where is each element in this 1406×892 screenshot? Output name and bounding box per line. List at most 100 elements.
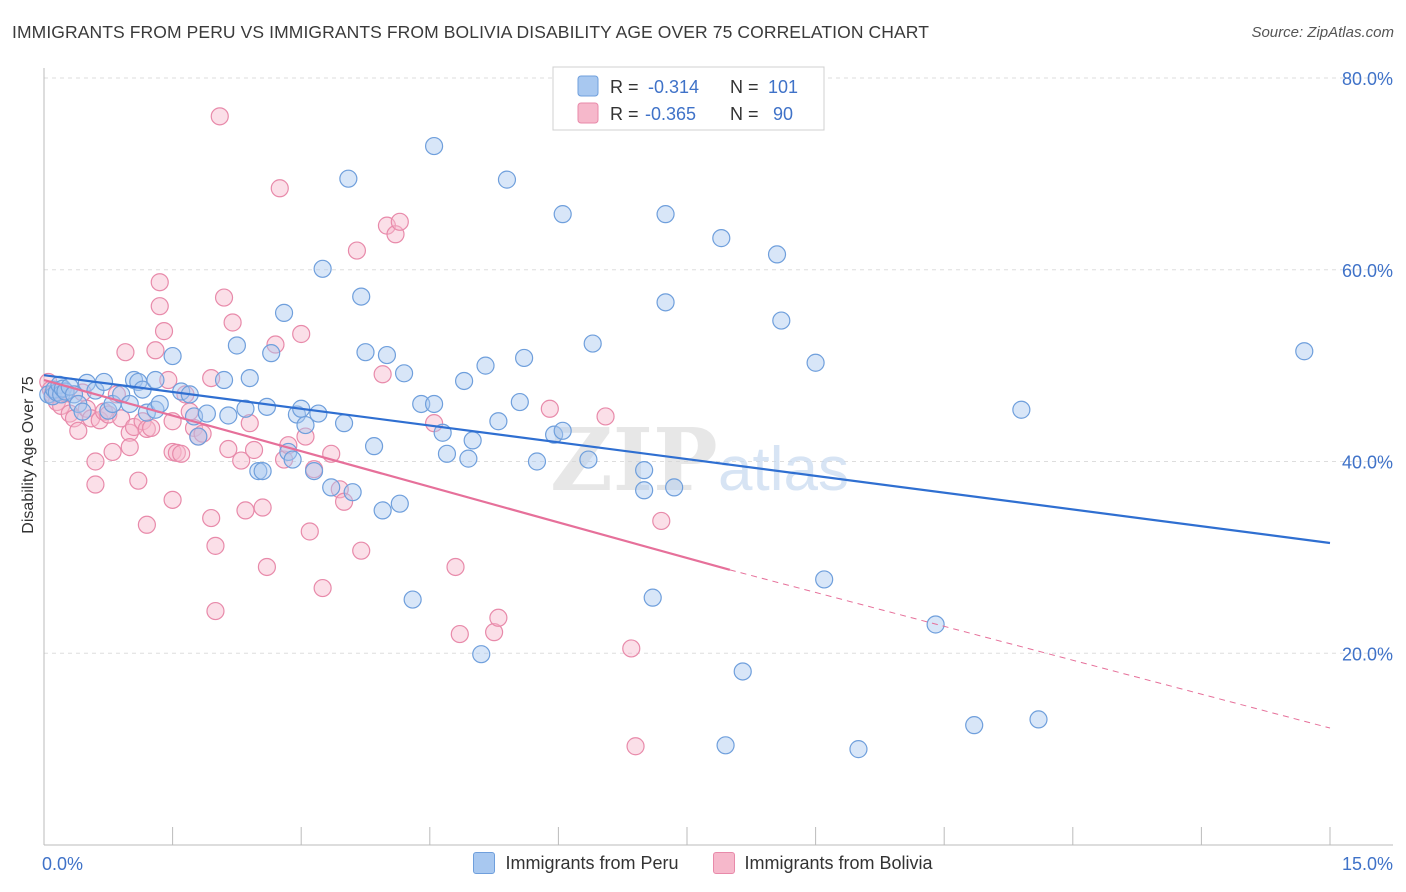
peru-point [364, 437, 384, 456]
bolivia-point [206, 536, 225, 555]
legend-peru-n-value: 101 [768, 77, 798, 97]
peru-point [146, 370, 165, 390]
peru-point [806, 353, 825, 372]
bolivia-point [116, 343, 135, 362]
bolivia-point [137, 515, 156, 534]
peru-point [214, 370, 234, 390]
peru-point [716, 736, 735, 755]
bolivia-point [540, 399, 559, 418]
axes [43, 68, 1393, 846]
peru-point [343, 483, 362, 502]
bolivia-point [129, 471, 148, 490]
bolivia-point [257, 557, 277, 577]
bolivia-point [103, 442, 122, 462]
peru-point [296, 415, 315, 435]
bolivia-trend-line [43, 378, 731, 571]
peru-point [553, 205, 572, 224]
peru-point [394, 364, 414, 383]
peru-point [424, 136, 444, 156]
bolivia-point [390, 212, 409, 231]
peru-point [656, 205, 675, 224]
trend-lines [43, 374, 1331, 729]
bolivia-point [485, 623, 504, 642]
y-tick-label: 60.0% [1342, 261, 1393, 281]
peru-point [322, 478, 341, 497]
x-tick-label-min: 0.0% [42, 854, 83, 874]
peru-point [437, 444, 457, 463]
peru-point [73, 402, 92, 421]
peru-point [643, 588, 662, 607]
peru-point [1295, 342, 1314, 361]
legend-item-bolivia: Immigrants from Bolivia [712, 852, 933, 874]
bolivia-point [206, 601, 225, 621]
legend-bolivia-n-value: 90 [773, 104, 793, 124]
peru-point [545, 425, 564, 444]
y-axis-label: Disability Age Over 75 [20, 376, 37, 534]
bolivia-point [120, 438, 139, 457]
x-tick-label-max: 15.0% [1342, 854, 1393, 874]
peru-point [309, 404, 328, 423]
bolivia-point [626, 737, 645, 756]
bolivia-point [240, 414, 259, 433]
peru-point [476, 356, 495, 375]
legend-peru-r-label: R = [610, 77, 639, 97]
legend-bolivia-r-value: -0.365 [645, 104, 696, 124]
peru-point [356, 343, 375, 362]
peru-point [403, 590, 422, 609]
peru-point [515, 348, 534, 368]
peru-point [236, 399, 255, 418]
peru-point [253, 461, 272, 481]
peru-point [772, 311, 791, 330]
peru-point [665, 478, 684, 497]
peru-point [1029, 710, 1048, 729]
bolivia-point [154, 322, 174, 341]
bolivia-point [163, 490, 182, 509]
peru-point [257, 397, 277, 416]
bolivia-point [270, 179, 289, 198]
chart-source: Source: ZipAtlas.com [1251, 24, 1394, 41]
bolivia-point [622, 639, 641, 658]
bolivia-point [214, 288, 234, 307]
peru-point [635, 461, 654, 480]
y-tick-label: 80.0% [1342, 69, 1393, 89]
legend-peru-r-value: -0.314 [648, 77, 699, 97]
bolivia-trend-extension [729, 569, 1331, 729]
peru-point [219, 406, 238, 425]
peru-point [656, 293, 675, 312]
bolivia-point [446, 557, 465, 577]
bolivia-point [244, 440, 264, 460]
peru-point [1012, 400, 1031, 419]
bolivia-point [292, 324, 311, 344]
peru-point [424, 394, 444, 414]
peru-point [339, 169, 358, 188]
peru-point [189, 427, 208, 446]
peru-point [712, 229, 731, 248]
chart-title: IMMIGRANTS FROM PERU VS IMMIGRANTS FROM … [12, 22, 930, 42]
peru-point [733, 662, 752, 681]
bolivia-point [159, 370, 178, 390]
peru-points [39, 136, 1314, 759]
bolivia-point [202, 508, 221, 528]
bolivia-point [86, 475, 105, 494]
legend-item-peru: Immigrants from Peru [473, 852, 679, 874]
peru-point [240, 368, 259, 388]
peru-point [274, 303, 294, 322]
bolivia-point [142, 418, 161, 438]
peru-point [283, 450, 302, 469]
bolivia-point [352, 541, 371, 560]
legend-bolivia-n-label: N = [730, 104, 759, 124]
peru-point [227, 336, 246, 355]
peru-point [454, 371, 474, 391]
bolivia-point [450, 624, 469, 644]
bolivia-point [373, 365, 392, 384]
legend-peru-n-label: N = [730, 77, 759, 97]
legend-label-bolivia: Immigrants from Bolivia [744, 852, 933, 873]
bolivia-point [69, 421, 88, 440]
peru-point [527, 452, 547, 471]
peru-point [373, 501, 392, 520]
peru-point [579, 450, 598, 469]
bolivia-point [313, 578, 332, 598]
peru-point [352, 287, 371, 306]
peru-point [262, 344, 281, 363]
